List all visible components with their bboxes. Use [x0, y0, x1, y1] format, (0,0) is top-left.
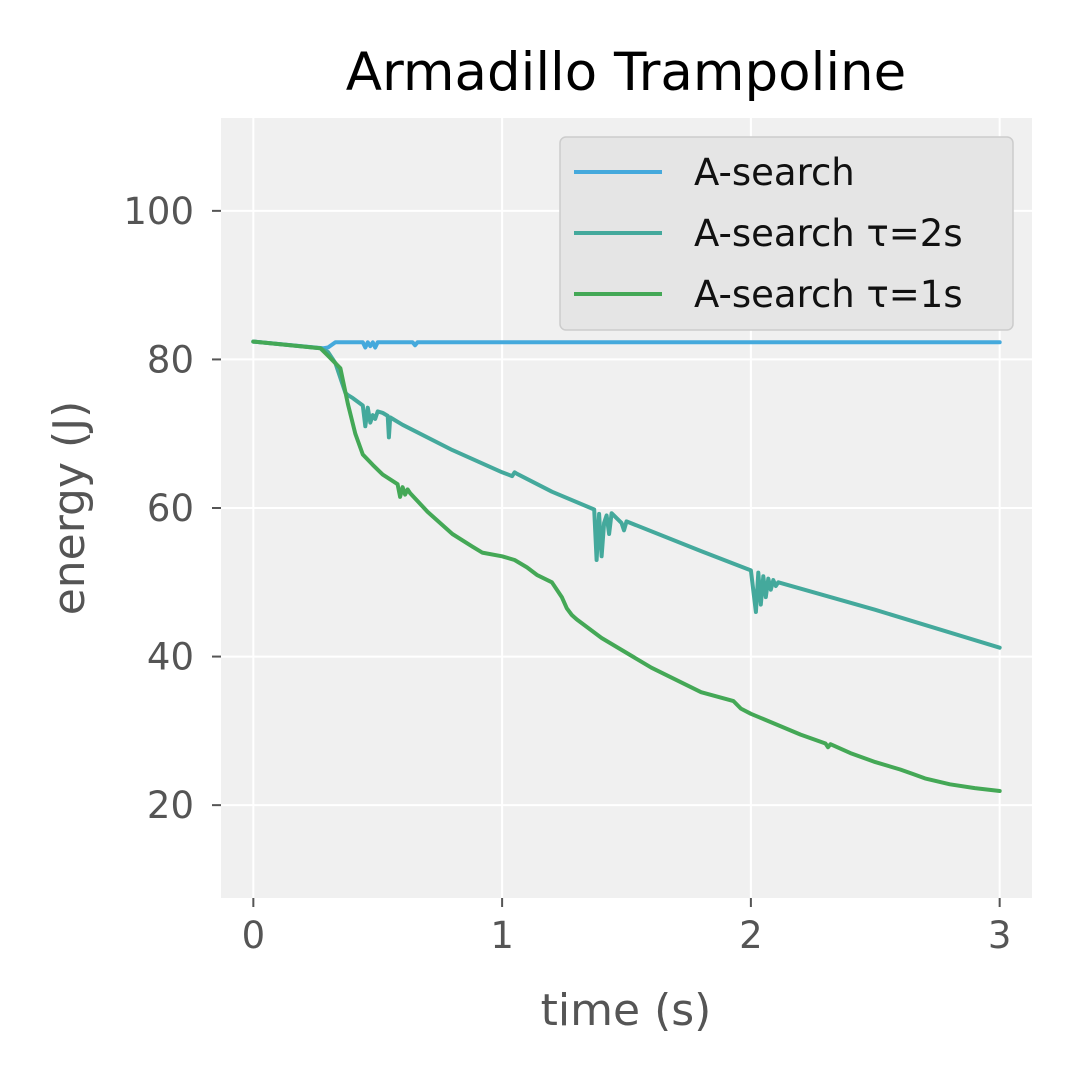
x-tick-label: 3 [988, 914, 1012, 957]
series-layer [251, 339, 1002, 793]
legend: A-search A-search τ=2s A-search τ=1s [559, 136, 1014, 331]
chart-title: Armadillo Trampoline [346, 42, 907, 103]
gridlines [221, 118, 1032, 898]
x-axis-ticks: 0 1 2 3 [242, 898, 1012, 957]
y-tick-label: 100 [123, 190, 194, 233]
x-axis-label: time (s) [541, 985, 712, 1036]
y-axis-ticks: 20 40 60 80 100 [123, 190, 221, 827]
legend-label-1: A-search [694, 151, 855, 194]
legend-label-2: A-search τ=2s [694, 212, 963, 255]
y-axis-label: energy (J) [44, 401, 95, 616]
x-tick-label: 0 [242, 914, 266, 957]
series-line-2 [251, 339, 1002, 650]
y-tick-label: 80 [147, 338, 194, 381]
legend-label-3: A-search τ=1s [694, 273, 963, 316]
series-line-3 [251, 339, 1002, 793]
x-tick-label: 1 [490, 914, 514, 957]
legend-box [559, 136, 1014, 331]
y-tick-label: 20 [147, 784, 194, 827]
y-tick-label: 60 [147, 487, 194, 530]
x-tick-label: 2 [739, 914, 763, 957]
y-tick-label: 40 [147, 636, 194, 679]
series-line-1 [251, 339, 1002, 351]
